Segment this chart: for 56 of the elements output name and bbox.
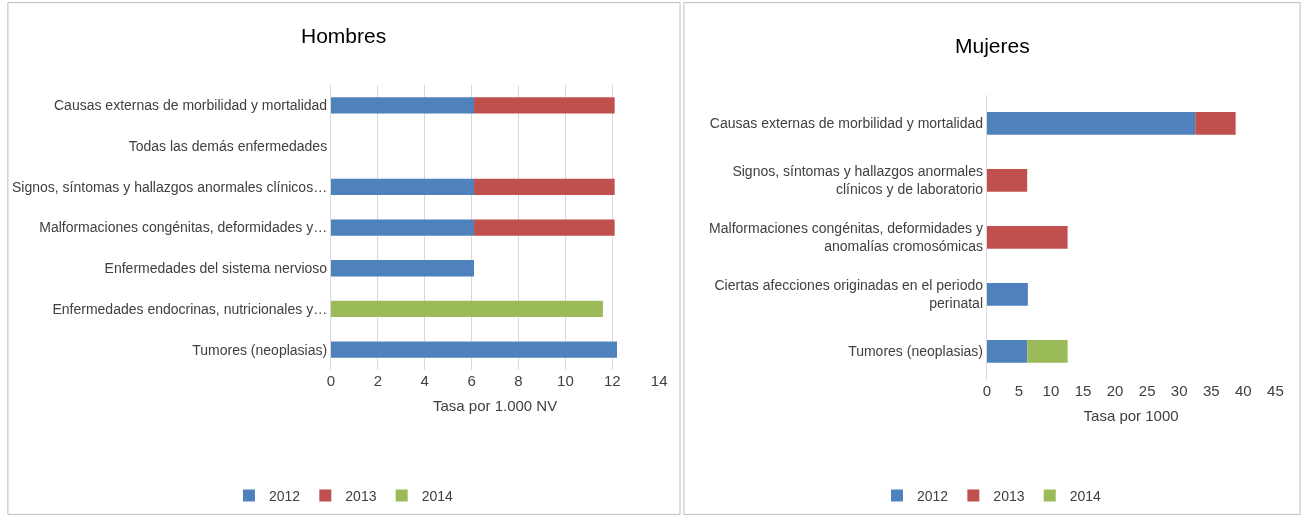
y-tick-label: Tumores (neoplasias) bbox=[848, 343, 983, 360]
bar bbox=[330, 219, 474, 236]
bar bbox=[330, 341, 617, 358]
y-tick-label: Signos, síntomas y hallazgos anormales clínicos y de laboratorio bbox=[732, 163, 984, 198]
y-tick-label: Todas las demás enfermedades bbox=[128, 138, 328, 155]
x-tick-label: 25 bbox=[1138, 381, 1156, 399]
bar bbox=[473, 219, 615, 236]
x-axis-title: Tasa por 1000 bbox=[1083, 406, 1179, 424]
x-tick-label: 0 bbox=[982, 381, 991, 399]
legend-label: 2014 bbox=[421, 487, 454, 504]
legend-label: 2012 bbox=[268, 487, 301, 504]
x-tick-label: 30 bbox=[1170, 381, 1188, 399]
x-tick-label: 15 bbox=[1074, 381, 1092, 399]
y-tick-label: Causas externas de morbilidad y mortalidad bbox=[709, 115, 983, 132]
bar bbox=[473, 178, 615, 195]
x-tick-label: 0 bbox=[326, 371, 336, 389]
bar bbox=[986, 169, 1028, 192]
x-tick-label: 2 bbox=[373, 371, 383, 389]
chart-title: Mujeres bbox=[955, 34, 1030, 57]
y-tick-label: Ciertas afecciones originadas en el periodo perinatal bbox=[714, 277, 984, 312]
bar bbox=[986, 339, 1028, 363]
bar bbox=[330, 97, 474, 114]
bar bbox=[330, 300, 603, 318]
bar bbox=[330, 178, 474, 195]
legend-label: 2013 bbox=[993, 487, 1025, 504]
bar bbox=[1195, 112, 1236, 135]
legend-label: 2014 bbox=[1069, 487, 1102, 504]
x-tick-label: 45 bbox=[1267, 381, 1284, 399]
bar bbox=[473, 97, 615, 114]
y-tick-label: Enfermedades endocrinas, nutricionales y… bbox=[52, 300, 328, 317]
x-tick-label: 35 bbox=[1202, 381, 1220, 399]
bar bbox=[986, 282, 1028, 306]
x-tick-label: 6 bbox=[467, 371, 476, 389]
x-tick-label: 20 bbox=[1106, 381, 1124, 399]
bar bbox=[986, 112, 1196, 135]
y-tick-label: Malformaciones congénitas, deformidades y anomalías cromosómicas bbox=[709, 220, 983, 255]
x-tick-label: 40 bbox=[1234, 381, 1252, 399]
bar bbox=[986, 225, 1068, 249]
y-tick-label: Malformaciones congénitas, deformidades y… bbox=[39, 219, 328, 236]
chart-title: Hombres bbox=[301, 24, 387, 47]
x-axis-title: Tasa por 1.000 NV bbox=[432, 396, 558, 414]
legend-label: 2012 bbox=[917, 487, 949, 504]
x-tick-label: 12 bbox=[603, 371, 621, 389]
x-tick-label: 14 bbox=[650, 371, 668, 389]
legend-label: 2013 bbox=[345, 487, 377, 504]
bar bbox=[1027, 339, 1068, 363]
x-tick-label: 5 bbox=[1014, 381, 1024, 399]
y-tick-label: Causas externas de morbilidad y mortalidad bbox=[54, 97, 328, 114]
x-tick-label: 8 bbox=[514, 371, 523, 389]
x-tick-label: 10 bbox=[1042, 381, 1060, 399]
x-tick-label: 10 bbox=[557, 371, 574, 389]
y-tick-label: Signos, síntomas y hallazgos anormales clínicos… bbox=[11, 178, 328, 195]
bar bbox=[330, 260, 474, 277]
y-tick-label: Tumores (neoplasias) bbox=[192, 341, 328, 358]
y-tick-label: Enfermedades del sistema nervioso bbox=[104, 260, 328, 277]
x-tick-label: 4 bbox=[420, 371, 429, 389]
